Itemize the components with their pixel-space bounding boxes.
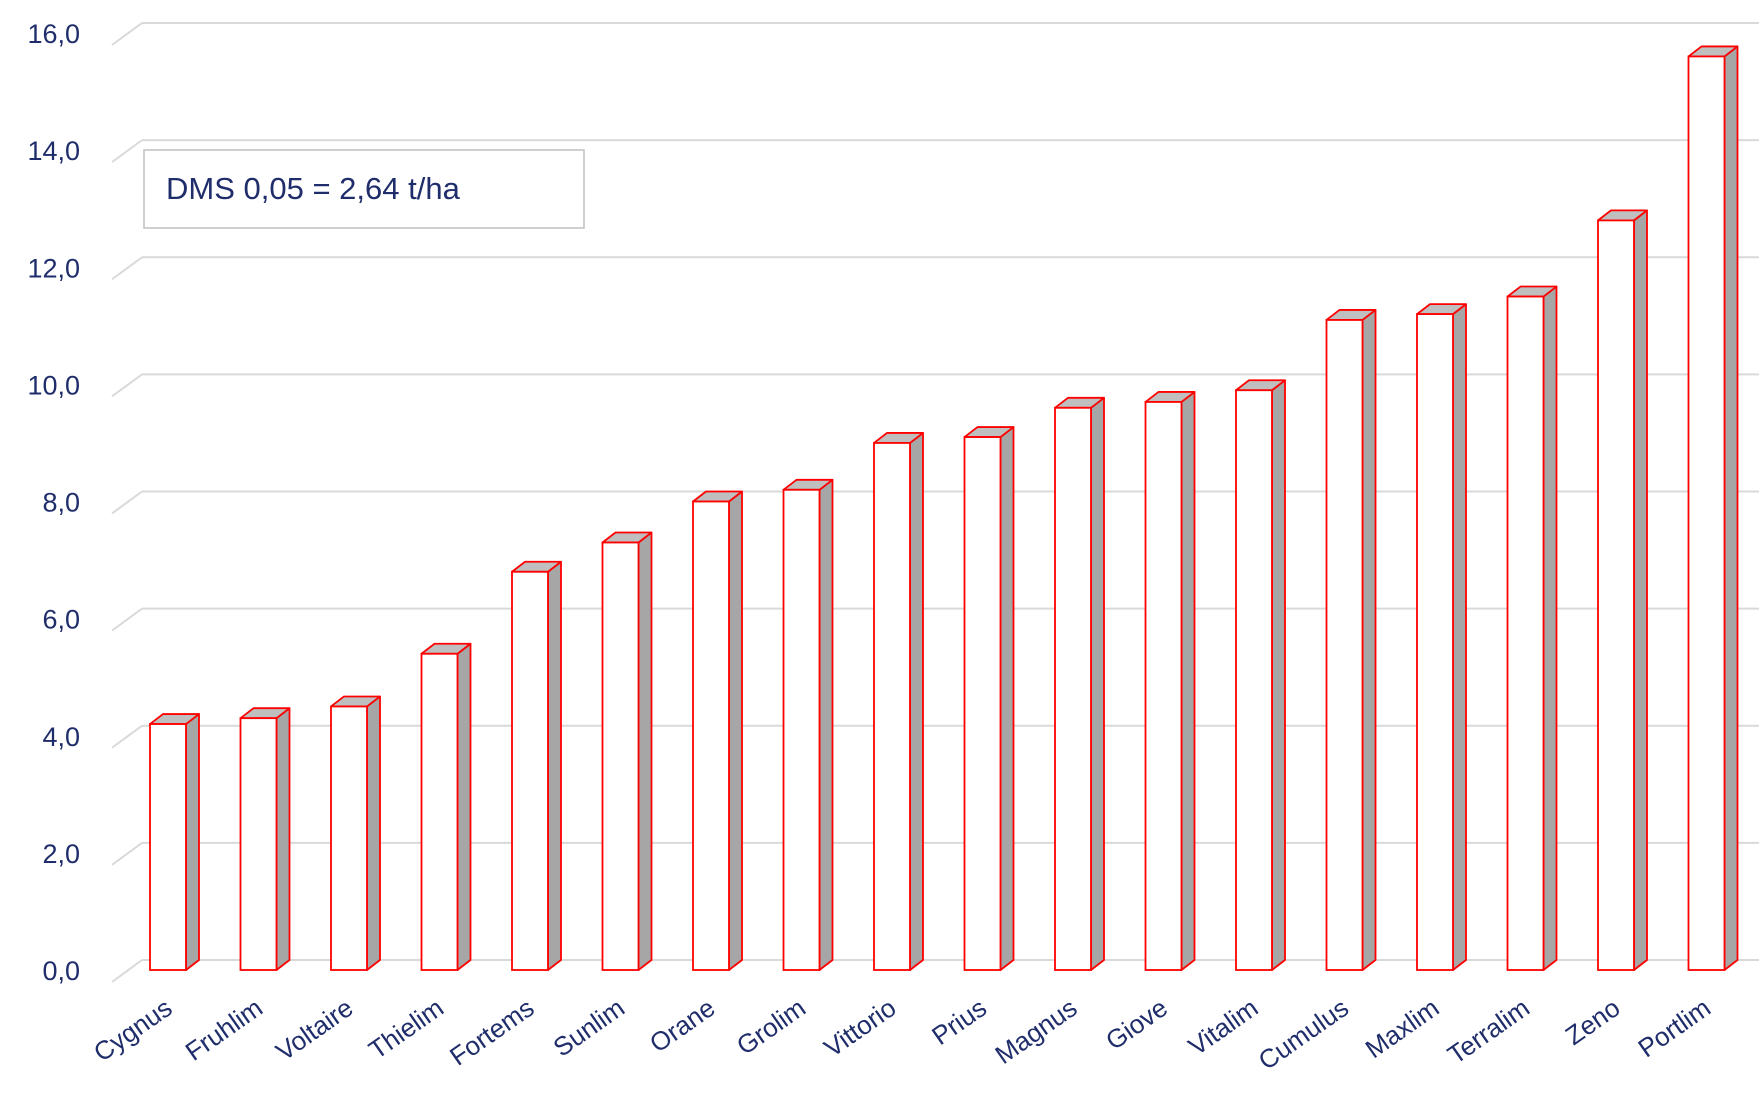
bar-vittorio (873, 432, 924, 971)
bar-magnus (1054, 396, 1105, 971)
bar-prius (963, 426, 1015, 971)
bar-side-face (818, 478, 834, 971)
x-category-label: Sunlim (548, 992, 630, 1062)
bar-front-face (420, 652, 459, 971)
bar-orane (692, 490, 743, 971)
x-category-label: Vitalim (1183, 992, 1264, 1061)
bar-front-face (149, 723, 187, 971)
y-tick-label: 16,0 (27, 19, 80, 49)
bar-side-face (1090, 396, 1105, 971)
bar-side-face (637, 531, 653, 971)
bar-front-face (1687, 55, 1726, 971)
bar-cygnus (149, 713, 200, 971)
annotation-text: DMS 0,05 = 2,64 t/ha (166, 171, 461, 206)
y-tick-label: 2,0 (42, 839, 80, 869)
bar-front-face (330, 705, 368, 971)
gridline-depth (111, 22, 143, 46)
bar-front-face (601, 541, 640, 971)
gridline-depth (111, 139, 143, 163)
bar-side-face (1361, 309, 1377, 971)
x-category-label: Zeno (1560, 992, 1626, 1051)
bar-terralim (1506, 285, 1558, 971)
y-tick-label: 10,0 (27, 370, 80, 400)
bar-maxlim (1416, 303, 1467, 971)
x-category-label: Orane (644, 992, 720, 1058)
bar-front-face (963, 436, 1002, 971)
bar-side-face (1723, 45, 1739, 971)
bar-side-face (999, 426, 1015, 971)
y-tick-label: 14,0 (27, 136, 80, 166)
bar-side-face (275, 707, 291, 971)
y-tick-label: 4,0 (42, 722, 80, 752)
bar-side-face (1633, 209, 1648, 971)
x-category-label: Cumulus (1253, 992, 1354, 1075)
bar-giove (1144, 391, 1196, 971)
bar-side-face (1452, 303, 1467, 971)
bar-front-face (1416, 313, 1454, 971)
bar-front-face (1325, 319, 1364, 971)
bar-grolim (782, 478, 834, 971)
gridline-depth (111, 607, 143, 632)
y-tick-label: 8,0 (42, 488, 80, 518)
gridlines (111, 22, 1759, 983)
bar-side-face (456, 642, 472, 971)
bar-side-face (1542, 285, 1558, 971)
gridline-depth (111, 256, 143, 281)
bars (149, 45, 1739, 971)
annotation-box: DMS 0,05 = 2,64 t/ha (143, 149, 585, 229)
y-tick-label: 0,0 (42, 956, 80, 986)
bar-thielim (420, 642, 472, 971)
x-category-label: Magnus (989, 992, 1082, 1070)
bar-front-face (692, 500, 730, 971)
gridline-depth (111, 842, 143, 866)
bar-front-face (1235, 389, 1273, 971)
bar-cumulus (1325, 309, 1377, 971)
x-category-label: Cygnus (88, 992, 177, 1067)
gridline-depth (111, 724, 143, 749)
bar-side-face (1271, 379, 1286, 971)
x-category-label: Maxlim (1360, 992, 1445, 1064)
bar-side-face (366, 695, 381, 971)
y-tick-label: 6,0 (42, 605, 80, 635)
bar-front-face (1054, 406, 1092, 971)
bar-side-face (1180, 391, 1196, 971)
bar-sunlim (601, 531, 653, 971)
bar-vitalim (1235, 379, 1286, 971)
x-category-label: Thielim (363, 992, 449, 1065)
y-axis-tick-labels: 0,0 2,0 4,0 6,0 8,0 10,0 12,0 14,0 16,0 (27, 19, 80, 986)
y-tick-label: 12,0 (27, 253, 80, 283)
x-category-label: Fruhlim (180, 992, 268, 1066)
x-category-label: Portlim (1632, 992, 1715, 1063)
gridline-depth (111, 373, 143, 398)
bar-fortems (511, 560, 562, 971)
x-category-label: Voltaire (270, 992, 358, 1066)
bar-zeno (1597, 209, 1648, 971)
bar-side-face (547, 560, 562, 971)
bar-front-face (1597, 219, 1635, 971)
bar-front-face (782, 488, 821, 971)
x-category-label: Prius (926, 992, 992, 1051)
bar-front-face (239, 717, 278, 971)
bar-voltaire (330, 695, 381, 971)
gridline-depth (111, 959, 143, 983)
x-category-label: Giove (1100, 992, 1173, 1056)
bar-fruhlim (239, 707, 291, 971)
gridline-depth (111, 490, 143, 515)
bar-front-face (1144, 401, 1183, 971)
x-category-label: Terralim (1442, 992, 1535, 1070)
bar-side-face (185, 713, 200, 971)
bar-front-face (1506, 295, 1545, 971)
bar-front-face (873, 442, 911, 971)
x-category-label: Fortems (444, 992, 539, 1071)
bar-portlim (1687, 45, 1739, 971)
x-category-label: Vittorio (818, 992, 901, 1063)
bar-side-face (728, 490, 743, 971)
bar-side-face (909, 432, 924, 971)
bar-front-face (511, 570, 549, 971)
x-category-label: Grolim (731, 992, 811, 1060)
